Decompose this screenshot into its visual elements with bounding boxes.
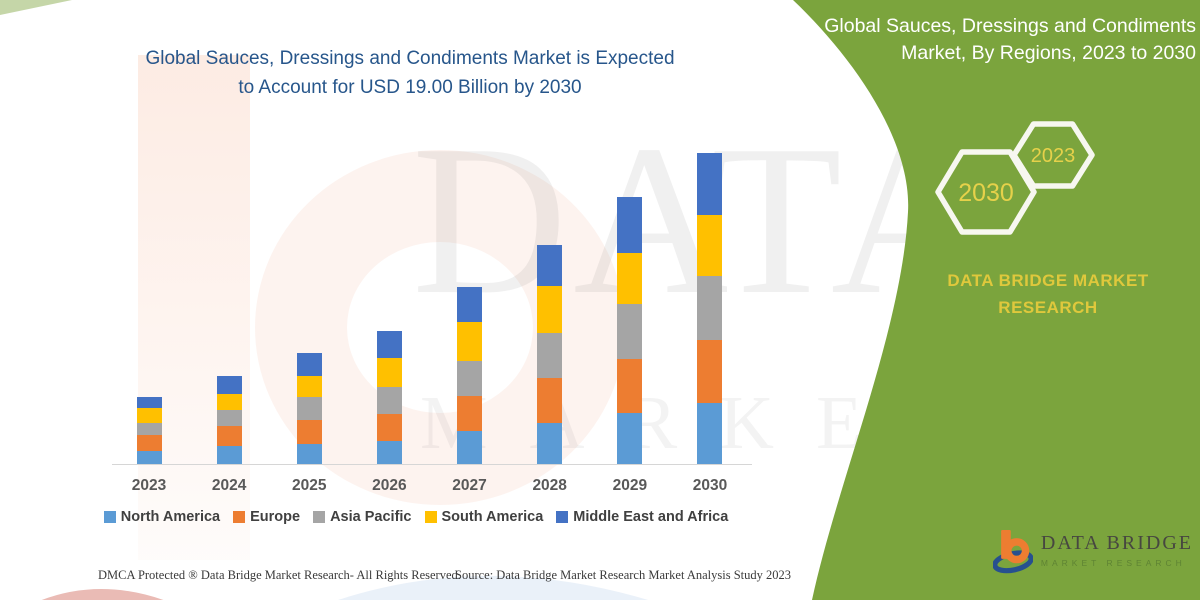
- bar-segment-south-america: [457, 322, 483, 361]
- bar-segment-north-america: [216, 446, 242, 464]
- bar-chart-plot: [112, 153, 752, 465]
- legend-label: Asia Pacific: [330, 509, 412, 525]
- bar-segment-europe: [537, 378, 563, 424]
- x-axis: 2023 2024 2025 2026 2027 2028 2029 2030: [0, 477, 1200, 499]
- bar-segment-south-america: [376, 358, 402, 388]
- hexagon-2023-label: 2023: [1031, 145, 1076, 167]
- side-panel-title-line1: Global Sauces, Dressings and Condiments: [824, 15, 1196, 37]
- footer-source-text: Source: Data Bridge Market Research Mark…: [455, 568, 792, 582]
- bar-segment-middle-east-and-africa: [457, 287, 483, 323]
- bar-segment-middle-east-and-africa: [136, 396, 162, 409]
- side-panel-title: Global Sauces, Dressings and Condiments …: [806, 13, 1196, 67]
- bar-segment-north-america: [617, 413, 643, 464]
- bar-segment-north-america: [376, 441, 402, 464]
- bar-segment-asia-pacific: [537, 333, 563, 379]
- bar-segment-north-america: [537, 423, 563, 464]
- bar-segment-north-america: [697, 403, 723, 464]
- legend-item-asia-pacific: Asia Pacific: [313, 509, 412, 525]
- bar-segment-south-america: [617, 252, 643, 304]
- bar-segment-europe: [376, 414, 402, 442]
- footer-dmca-text: DMCA Protected ® Data Bridge Market Rese…: [98, 568, 461, 582]
- chart-title-line1: Global Sauces, Dressings and Condiments …: [145, 48, 675, 69]
- brand-text-line2: RESEARCH: [998, 298, 1098, 317]
- bar-2027: [457, 153, 483, 464]
- bar-2029: [617, 153, 643, 464]
- legend-swatch-icon: [313, 511, 326, 523]
- bar-2030: [697, 153, 723, 464]
- x-axis-label: 2024: [211, 477, 247, 494]
- bar-segment-middle-east-and-africa: [537, 244, 563, 287]
- x-axis-label: 2029: [612, 477, 648, 494]
- bar-2023: [136, 153, 162, 464]
- legend-item-south-america: South America: [424, 509, 544, 525]
- hexagon-2030-label: 2030: [958, 179, 1014, 207]
- x-axis-label: 2025: [292, 477, 327, 494]
- legend-label: Europe: [250, 509, 301, 525]
- legend-label: South America: [441, 509, 544, 525]
- corner-accent: [0, 0, 72, 15]
- x-axis-label: 2030: [692, 477, 728, 494]
- logo-wordmark: DATA BRIDGE: [1040, 532, 1193, 554]
- bar-segment-south-america: [296, 375, 322, 397]
- bar-segment-north-america: [457, 431, 483, 464]
- bar-segment-asia-pacific: [136, 423, 162, 435]
- bar-segment-asia-pacific: [216, 410, 242, 427]
- legend-item-north-america: North America: [103, 509, 221, 525]
- bar-segment-north-america: [136, 450, 162, 464]
- bar-segment-asia-pacific: [376, 387, 402, 415]
- brand-text: DATA BRIDGE MARKET RESEARCH: [902, 267, 1194, 321]
- x-axis-label: 2028: [532, 477, 567, 494]
- chart-title-line2: to Account for USD 19.00 Billion by 2030: [238, 77, 582, 98]
- chart-legend: North America Europe Asia Pacific South Ame…: [80, 509, 752, 525]
- legend-label: North America: [120, 509, 221, 525]
- bar-2024: [216, 153, 242, 464]
- bar-2025: [296, 153, 322, 464]
- bar-segment-europe: [617, 359, 643, 414]
- bar-segment-asia-pacific: [697, 275, 723, 340]
- bar-segment-south-america: [537, 286, 563, 334]
- chart-title: Global Sauces, Dressings and Condiments …: [85, 44, 735, 102]
- bar-segment-middle-east-and-africa: [617, 197, 643, 253]
- legend-item-middle-east-and-africa: Middle East and Africa: [556, 509, 728, 525]
- bar-segment-asia-pacific: [617, 303, 643, 360]
- x-axis-label: 2027: [452, 477, 487, 494]
- bar-segment-europe: [457, 396, 483, 432]
- brand-text-line1: DATA BRIDGE MARKET: [947, 271, 1149, 290]
- legend-label: Middle East and Africa: [573, 509, 729, 525]
- side-panel-title-line2: Market, By Regions, 2023 to 2030: [901, 42, 1196, 64]
- bar-segment-north-america: [296, 444, 322, 464]
- x-axis-label: 2023: [131, 477, 167, 494]
- hexagon-2023-icon: [1011, 121, 1095, 189]
- legend-swatch-icon: [233, 511, 246, 523]
- bar-segment-south-america: [697, 215, 723, 276]
- legend-swatch-icon: [103, 511, 116, 523]
- logo-b-icon: [993, 530, 1033, 574]
- bar-segment-middle-east-and-africa: [376, 331, 402, 359]
- legend-swatch-icon: [556, 511, 569, 523]
- bar-segment-europe: [136, 434, 162, 451]
- bar-2028: [537, 153, 563, 464]
- bar-segment-asia-pacific: [296, 396, 322, 420]
- x-axis-label: 2026: [372, 477, 407, 494]
- bar-segment-asia-pacific: [457, 360, 483, 397]
- bar-segment-middle-east-and-africa: [216, 375, 242, 394]
- bar-segment-middle-east-and-africa: [296, 352, 322, 376]
- bar-segment-europe: [296, 419, 322, 445]
- hexagon-2030-icon: [935, 149, 1037, 235]
- legend-item-europe: Europe: [233, 509, 300, 525]
- bar-segment-south-america: [136, 408, 162, 424]
- hexagon-badges: 2030 2023: [935, 121, 1095, 235]
- bar-segment-middle-east-and-africa: [697, 153, 723, 216]
- bar-2026: [376, 153, 402, 464]
- dbmr-logo: DATA BRIDGE MARKET RESEARCH: [993, 521, 1193, 579]
- logo-subtext: MARKET RESEARCH: [1040, 558, 1186, 568]
- bar-segment-europe: [697, 339, 723, 404]
- bar-segment-south-america: [216, 393, 242, 410]
- bar-segment-europe: [216, 426, 242, 446]
- legend-swatch-icon: [424, 511, 437, 523]
